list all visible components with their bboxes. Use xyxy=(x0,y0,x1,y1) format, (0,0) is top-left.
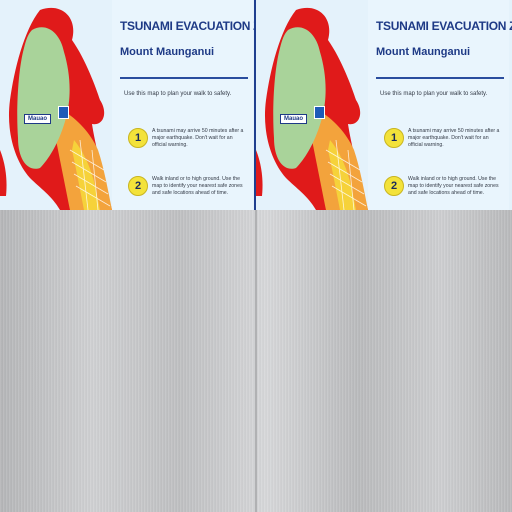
step-2-text: Walk inland or to high ground. Use the m… xyxy=(408,176,499,196)
evacuation-sign-icon xyxy=(58,106,69,119)
title-divider xyxy=(376,77,504,79)
safe-zone xyxy=(17,27,70,169)
tile-divider xyxy=(254,0,257,210)
red-zone-edge xyxy=(256,150,263,196)
map-tile-right: Mauao TSUNAMI EVACUATION ZONES: Mount Ma… xyxy=(256,0,512,210)
step-1-badge: 1 xyxy=(128,128,148,148)
map-subtitle: Mount Maunganui xyxy=(376,46,471,58)
street-lines xyxy=(69,139,111,210)
step-1-badge: 1 xyxy=(384,128,404,148)
map-title: TSUNAMI EVACUATION ZONES: xyxy=(376,19,512,33)
red-zone-edge xyxy=(0,150,7,196)
intro-text: Use this map to plan your walk to safety… xyxy=(380,91,488,97)
place-label-mauao: Mauao xyxy=(24,114,52,124)
metal-seam xyxy=(255,210,257,512)
place-label-mauao: Mauao xyxy=(280,114,308,124)
step-1-text: A tsunami may arrive 50 minutes after a … xyxy=(408,128,500,148)
step-2-badge: 2 xyxy=(384,176,404,196)
map-tile-left: Mauao TSUNAMI EVACUATION ZONES: Mount Ma… xyxy=(0,0,256,210)
map-title: TSUNAMI EVACUATION ZONES: xyxy=(120,19,256,33)
yellow-zone xyxy=(328,140,356,210)
map-subtitle: Mount Maunganui xyxy=(120,46,215,58)
street-lines xyxy=(325,139,367,210)
intro-text: Use this map to plan your walk to safety… xyxy=(124,91,232,97)
info-panel: TSUNAMI EVACUATION ZONES: Mount Maunganu… xyxy=(368,0,512,210)
evacuation-sign-icon xyxy=(314,106,325,119)
yellow-zone xyxy=(72,140,100,210)
step-2-text: Walk inland or to high ground. Use the m… xyxy=(152,176,243,196)
title-divider xyxy=(120,77,248,79)
info-panel: TSUNAMI EVACUATION ZONES: Mount Maunganu… xyxy=(112,0,256,210)
step-2-badge: 2 xyxy=(128,176,148,196)
safe-zone xyxy=(273,27,326,169)
step-1-text: A tsunami may arrive 50 minutes after a … xyxy=(152,128,244,148)
